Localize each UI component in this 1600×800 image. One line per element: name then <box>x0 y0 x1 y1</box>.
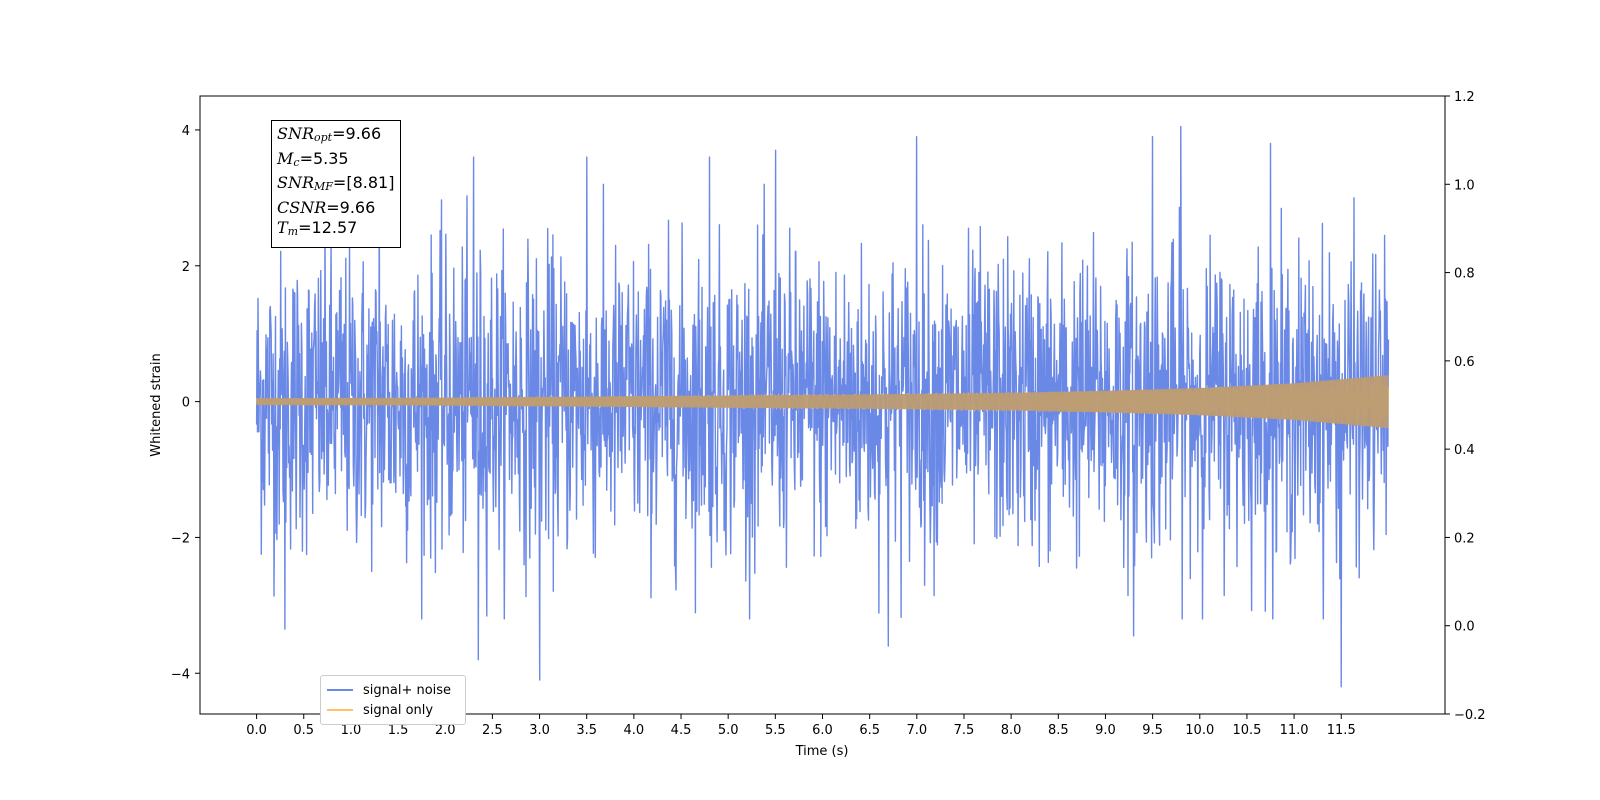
x-tick-label: 5.5 <box>765 723 786 738</box>
y-tick-label: −2 <box>171 531 190 546</box>
x-tick-label: 1.5 <box>388 723 409 738</box>
legend-label-signal-only: signal only <box>363 702 434 718</box>
stats-line: SNRMF=[8.81] <box>277 173 395 193</box>
x-tick-label: 4.0 <box>624 723 645 738</box>
y-tick-label: 2 <box>182 260 190 275</box>
x-tick-label: 3.5 <box>576 723 597 738</box>
x-tick-label: 8.0 <box>1001 723 1022 738</box>
x-tick-label: 3.0 <box>529 723 550 738</box>
stats-line: SNRopt=9.66 <box>277 124 382 144</box>
x-tick-label: 6.5 <box>859 723 880 738</box>
y-axis-right: −0.2 0.0 0.2 0.4 0.6 0.8 1.0 1.2 <box>1445 90 1486 723</box>
legend-label-signal-plus-noise: signal+ noise <box>363 682 452 698</box>
y2-tick-label: 0.4 <box>1454 443 1475 458</box>
y-tick-label: 4 <box>182 124 190 139</box>
y2-tick-label: 0.2 <box>1454 531 1475 546</box>
stats-line: Mc=5.35 <box>277 148 349 169</box>
x-tick-label: 8.5 <box>1048 723 1069 738</box>
y2-tick-label: 1.0 <box>1454 178 1475 193</box>
x-tick-label: 2.5 <box>482 723 503 738</box>
stats-line: CSNR=9.66 <box>277 197 376 217</box>
x-tick-label: 9.5 <box>1142 723 1163 738</box>
signal-only-envelope <box>256 375 1389 429</box>
legend-swatch-signal-plus-noise <box>327 689 353 691</box>
x-tick-label: 10.5 <box>1232 723 1261 738</box>
legend-swatch-signal-only <box>327 709 353 711</box>
y2-tick-label: 1.2 <box>1454 90 1475 105</box>
y2-tick-label: 0.0 <box>1454 620 1475 635</box>
y-axis-label: Whitened strain <box>149 353 164 456</box>
x-tick-label: 1.0 <box>341 723 362 738</box>
x-tick-label: 4.5 <box>671 723 692 738</box>
x-tick-label: 11.0 <box>1280 723 1309 738</box>
x-tick-label: 6.0 <box>812 723 833 738</box>
x-tick-label: 11.5 <box>1327 723 1356 738</box>
x-tick-label: 7.0 <box>906 723 927 738</box>
stats-annotation-box: SNRopt=9.66 Mc=5.35 SNRMF=[8.81] CSNR=9.66 T… <box>271 120 402 248</box>
signal-only-series <box>255 375 1390 429</box>
legend: signal+ noise signal only <box>320 675 466 725</box>
x-tick-label: 5.0 <box>718 723 739 738</box>
stats-line: Tm=12.57 <box>277 218 358 238</box>
legend-item-signal-plus-noise: signal+ noise <box>327 681 451 699</box>
y-axis-left: −4 −2 0 2 4 <box>171 124 200 682</box>
y2-tick-label: 0.6 <box>1454 355 1475 370</box>
y-tick-label: 0 <box>182 396 190 411</box>
x-tick-label: 9.0 <box>1095 723 1116 738</box>
y2-tick-label: −0.2 <box>1454 708 1486 723</box>
x-axis-label: Time (s) <box>795 744 849 759</box>
x-axis: 0.0 0.5 1.0 1.5 2.0 2.5 3.0 3.5 4.0 4.5 5.0 5.5 6.0 6… <box>246 714 1356 738</box>
x-tick-label: 0.0 <box>246 723 267 738</box>
x-tick-label: 0.5 <box>293 723 314 738</box>
legend-item-signal-only: signal only <box>327 701 433 719</box>
y-tick-label: −4 <box>171 667 190 682</box>
x-tick-label: 2.0 <box>435 723 456 738</box>
x-tick-label: 10.0 <box>1185 723 1214 738</box>
y2-tick-label: 0.8 <box>1454 267 1475 282</box>
x-tick-label: 7.5 <box>954 723 975 738</box>
